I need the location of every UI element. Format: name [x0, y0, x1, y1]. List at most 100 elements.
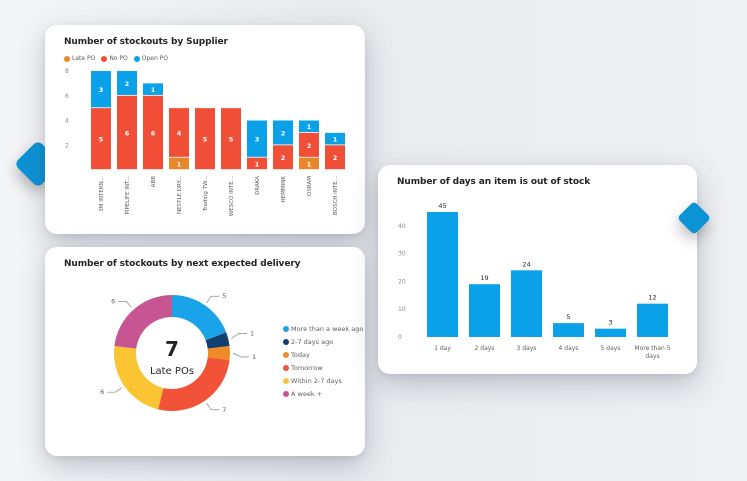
open-po-dot-icon: [133, 55, 140, 62]
y-tick-label: 8: [65, 68, 69, 75]
data-label: 3: [255, 136, 260, 144]
legend-item[interactable]: 2-7 days ago: [283, 335, 363, 348]
legend-label: A week +: [291, 389, 323, 398]
bar: [595, 328, 626, 337]
supplier-bar-chart: 2 4 6 8 5 3 3M INTERN... 6 2 PIPELIFE INT... 6 1 ABB…: [65, 68, 345, 216]
bar-segment-open-po: [117, 71, 137, 95]
legend-label: Late PO: [72, 55, 96, 62]
data-label: 1: [255, 160, 260, 168]
bar: [553, 323, 584, 337]
legend-label: Open PO: [141, 55, 169, 62]
donut-slice: [158, 357, 230, 411]
late-po-dot-icon: [64, 55, 70, 62]
delivery-chart-title: Number of stockouts by next expected del…: [64, 259, 301, 269]
bar-segment-no-po: [91, 108, 111, 170]
days-chart-title: Number of days an item is out of stock: [397, 177, 591, 187]
legend-item-late-po[interactable]: Late PO: [64, 55, 95, 62]
x-tick-label: NESTLE DRY...: [177, 176, 183, 214]
x-tick-label: 2 days: [475, 345, 495, 352]
bar-segment-no-po: [143, 95, 163, 170]
slice-value-label: 5: [222, 292, 226, 300]
x-tick-label: days: [645, 353, 659, 360]
y-tick-label: 10: [398, 306, 406, 313]
donut-center-label: Late POs: [149, 366, 195, 377]
legend-dot-icon: [283, 325, 289, 332]
x-tick-label: 5 days: [601, 345, 621, 352]
x-tick-label: ABB: [151, 176, 157, 188]
legend-item[interactable]: More than a week ago: [283, 322, 363, 335]
legend-item-no-po[interactable]: No PO: [101, 55, 128, 62]
data-label: 4: [177, 129, 182, 137]
legend-label: 2-7 days ago: [291, 337, 334, 346]
legend-item[interactable]: Today: [283, 348, 363, 361]
bar: [469, 284, 500, 337]
data-label: 5: [229, 136, 234, 144]
slice-value-label: 6: [100, 388, 104, 396]
bar: [511, 270, 542, 337]
bar-segment-open-po: [247, 120, 267, 157]
x-tick-label: WESCO INTE...: [229, 176, 235, 216]
legend-label: Tomorrow: [291, 363, 323, 372]
legend-dot-icon: [283, 377, 289, 384]
data-label: 24: [522, 260, 530, 268]
x-tick-label: 1 day: [434, 345, 451, 352]
bar-segment-open-po: [299, 120, 319, 133]
y-tick-label: 6: [65, 93, 69, 100]
data-label: 5: [99, 136, 104, 144]
data-label: 12: [648, 294, 656, 302]
data-label: 3: [608, 319, 612, 327]
data-label: 1: [333, 136, 338, 144]
donut-center-value: 7: [165, 337, 179, 361]
legend-dot-icon: [283, 364, 289, 371]
supplier-stockouts-card: Number of stockouts by Supplier Late PO …: [45, 25, 365, 234]
bar-segment-open-po: [91, 71, 111, 108]
data-label: 3: [99, 86, 104, 94]
leader-line: [231, 333, 247, 339]
data-label: 5: [566, 313, 570, 321]
y-tick-label: 20: [398, 278, 406, 285]
leader-line: [118, 301, 132, 308]
delivery-donut-chart: 5 1 1 7 6 6: [100, 292, 256, 414]
bar-segment-late-po: [169, 157, 189, 170]
y-tick-label: 2: [65, 142, 69, 149]
data-label: 1: [151, 86, 156, 94]
days-out-of-stock-card: Number of days an item is out of stock 0…: [378, 165, 697, 374]
leader-line: [107, 387, 122, 393]
legend-item[interactable]: A week +: [283, 387, 363, 400]
x-tick-label: HEMMINK: [281, 176, 287, 203]
data-label: 45: [438, 202, 446, 210]
data-label: 6: [151, 129, 156, 137]
legend-item[interactable]: Tomorrow: [283, 361, 363, 374]
donut-slice: [172, 295, 227, 341]
data-label: 1: [177, 160, 182, 168]
x-tick-label: 3M INTERN...: [99, 176, 105, 212]
bar-segment-open-po: [325, 132, 345, 145]
y-tick-label: 4: [65, 118, 69, 125]
bar-segment-no-po: [221, 108, 241, 170]
legend-label: More than a week ago: [291, 324, 364, 333]
legend-item-open-po[interactable]: Open PO: [133, 55, 169, 62]
bar-segment-open-po: [143, 83, 163, 95]
days-bar-chart: 0 10 20 30 40 45 1 day 19 2 days 24 3 days 5 4 days 3…: [398, 202, 671, 360]
x-tick-label: Trading TW...: [203, 176, 209, 213]
bar-segment-no-po: [195, 108, 215, 170]
donut-slice: [113, 346, 164, 410]
bar-segment-no-po: [299, 132, 319, 157]
legend-label: No PO: [109, 55, 128, 62]
y-tick-label: 30: [398, 251, 406, 258]
leader-line: [206, 403, 220, 411]
x-tick-label: More than 5: [634, 345, 670, 352]
leader-line: [206, 295, 220, 303]
slice-value-label: 1: [252, 353, 256, 361]
bar-segment-late-po: [299, 157, 319, 170]
legend-dot-icon: [283, 338, 289, 345]
y-tick-label: 40: [398, 223, 406, 230]
supplier-legend: Late PO No PO Open PO: [64, 55, 168, 62]
delivery-legend: More than a week ago 2-7 days ago Today Tom…: [283, 322, 363, 400]
bar-segment-open-po: [273, 120, 293, 145]
leader-line: [232, 352, 249, 358]
bar-segment-no-po: [273, 145, 293, 170]
bar: [637, 303, 668, 337]
legend-item[interactable]: Within 2-7 days: [283, 374, 363, 387]
data-label: 1: [307, 123, 312, 131]
